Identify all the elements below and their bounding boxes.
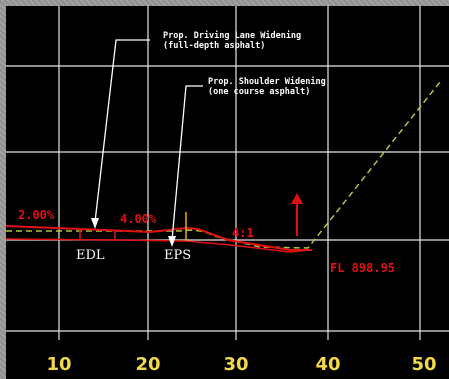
grid [6,6,449,340]
slope-label-middle: 4.00% [120,212,157,226]
proposed-bottom-line [5,238,311,253]
axis-tick-50: 50 [411,354,436,375]
axis-tick-30: 30 [223,354,248,375]
axis-tick-10: 10 [46,354,71,375]
up-arrow-icon [291,193,303,236]
axis-tick-20: 20 [135,354,160,375]
cross-section-panel [6,6,449,379]
slope-label-left: 2.00% [18,208,55,222]
proposed-section [5,212,312,253]
driving-lane-leader [94,39,150,223]
axis-tick-40: 40 [315,354,340,375]
shoulder-callout-line2: (one course asphalt) [208,87,310,97]
proposed-surface-line [5,225,312,251]
callout-leaders [91,39,203,247]
edl-label: EDL [76,248,105,263]
slope-label-ratio: 4:1 [232,226,254,240]
eps-label: EPS [164,248,191,263]
x-axis-labels: 10 20 30 40 50 [46,354,436,375]
shoulder-arrow-icon [168,236,176,247]
existing-ground-line [6,81,441,249]
driving-lane-callout-line2: (full-depth asphalt) [163,41,265,51]
shoulder-leader [171,85,203,241]
fl-label: FL 898.95 [330,261,395,275]
driving-lane-callout-line1: Prop. Driving Lane Widening [163,30,301,41]
shoulder-callout-line1: Prop. Shoulder Widening [208,76,326,87]
driving-lane-arrow-icon [91,218,99,229]
